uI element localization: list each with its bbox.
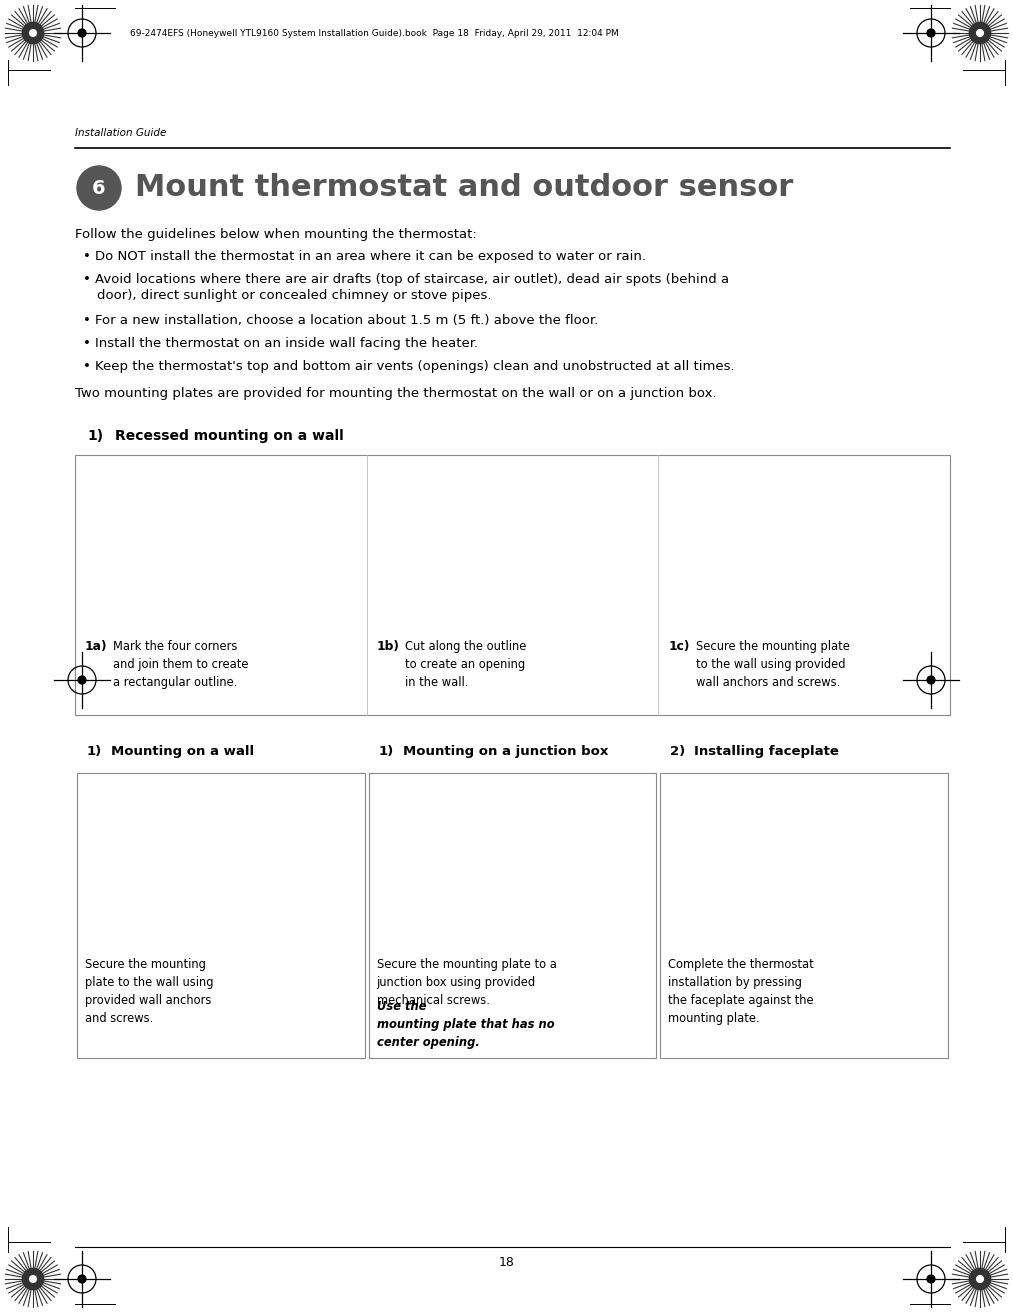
- Circle shape: [977, 30, 984, 37]
- Text: Cut along the outline
to create an opening
in the wall.: Cut along the outline to create an openi…: [404, 640, 526, 689]
- Text: 1a): 1a): [85, 640, 107, 653]
- Circle shape: [22, 22, 44, 43]
- Text: Mark the four corners
and join them to create
a rectangular outline.: Mark the four corners and join them to c…: [113, 640, 248, 689]
- Text: 18: 18: [498, 1256, 515, 1269]
- Text: •: •: [83, 337, 91, 350]
- Text: 1b): 1b): [377, 640, 399, 653]
- Text: Do NOT install the thermostat in an area where it can be exposed to water or rai: Do NOT install the thermostat in an area…: [95, 251, 646, 262]
- Text: door), direct sunlight or concealed chimney or stove pipes.: door), direct sunlight or concealed chim…: [97, 289, 491, 302]
- Circle shape: [77, 167, 121, 210]
- Circle shape: [29, 1275, 36, 1282]
- Circle shape: [977, 1275, 984, 1282]
- FancyBboxPatch shape: [75, 455, 950, 715]
- Text: Avoid locations where there are air drafts (top of staircase, air outlet), dead : Avoid locations where there are air draf…: [95, 273, 729, 286]
- Text: Secure the mounting plate
to the wall using provided
wall anchors and screws.: Secure the mounting plate to the wall us…: [696, 640, 850, 689]
- Text: Secure the mounting plate to a
junction box using provided
mechanical screws.: Secure the mounting plate to a junction …: [377, 958, 556, 1008]
- Text: 1c): 1c): [669, 640, 690, 653]
- Text: Use the
mounting plate that has no
center opening.: Use the mounting plate that has no cente…: [377, 1000, 554, 1050]
- Circle shape: [78, 29, 86, 37]
- Text: 6: 6: [92, 178, 105, 198]
- Text: Install the thermostat on an inside wall facing the heater.: Install the thermostat on an inside wall…: [95, 337, 478, 350]
- Text: 1): 1): [87, 745, 102, 758]
- Circle shape: [927, 29, 935, 37]
- FancyBboxPatch shape: [77, 773, 365, 1057]
- Text: Complete the thermostat
installation by pressing
the faceplate against the
mount: Complete the thermostat installation by …: [669, 958, 814, 1025]
- Circle shape: [969, 22, 991, 43]
- Text: Mount thermostat and outdoor sensor: Mount thermostat and outdoor sensor: [135, 173, 793, 202]
- Text: Mounting on a wall: Mounting on a wall: [111, 745, 254, 758]
- FancyBboxPatch shape: [369, 773, 656, 1057]
- Text: 2): 2): [671, 745, 686, 758]
- Circle shape: [78, 1275, 86, 1283]
- Circle shape: [969, 1269, 991, 1290]
- Circle shape: [22, 1269, 44, 1290]
- FancyBboxPatch shape: [660, 773, 948, 1057]
- Text: •: •: [83, 273, 91, 286]
- Text: Keep the thermostat's top and bottom air vents (openings) clean and unobstructed: Keep the thermostat's top and bottom air…: [95, 359, 734, 373]
- Text: •: •: [83, 314, 91, 327]
- Circle shape: [927, 1275, 935, 1283]
- Circle shape: [29, 30, 36, 37]
- Text: Follow the guidelines below when mounting the thermostat:: Follow the guidelines below when mountin…: [75, 228, 477, 241]
- Text: 1): 1): [379, 745, 394, 758]
- Circle shape: [927, 676, 935, 684]
- Text: •: •: [83, 251, 91, 262]
- Circle shape: [78, 676, 86, 684]
- Text: Two mounting plates are provided for mounting the thermostat on the wall or on a: Two mounting plates are provided for mou…: [75, 387, 716, 400]
- Text: 69-2474EFS (Honeywell YTL9160 System Installation Guide).book  Page 18  Friday, : 69-2474EFS (Honeywell YTL9160 System Ins…: [130, 29, 619, 38]
- Text: Secure the mounting
plate to the wall using
provided wall anchors
and screws.: Secure the mounting plate to the wall us…: [85, 958, 214, 1025]
- Text: 1): 1): [87, 429, 103, 443]
- Text: Installing faceplate: Installing faceplate: [694, 745, 839, 758]
- Text: Installation Guide: Installation Guide: [75, 129, 166, 138]
- Text: Recessed mounting on a wall: Recessed mounting on a wall: [115, 429, 343, 443]
- Text: For a new installation, choose a location about 1.5 m (5 ft.) above the floor.: For a new installation, choose a locatio…: [95, 314, 599, 327]
- Text: Mounting on a junction box: Mounting on a junction box: [402, 745, 608, 758]
- Text: •: •: [83, 359, 91, 373]
